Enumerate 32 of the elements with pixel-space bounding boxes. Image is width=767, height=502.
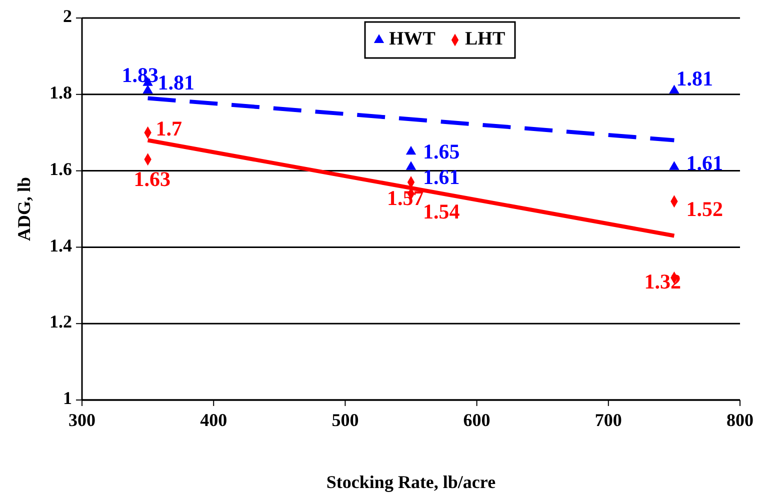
data-label: 1.65 bbox=[423, 140, 460, 164]
data-label: 1.61 bbox=[423, 164, 460, 189]
x-axis-title: Stocking Rate, lb/acre bbox=[326, 472, 496, 492]
point bbox=[669, 161, 680, 170]
y-tick-label: 1.4 bbox=[50, 235, 72, 256]
point bbox=[406, 146, 416, 155]
data-label: 1.63 bbox=[134, 167, 171, 192]
legend-label: HWT bbox=[389, 28, 436, 50]
data-label: 1.32 bbox=[644, 270, 681, 294]
y-tick-label: 1 bbox=[63, 388, 72, 408]
y-tick-label: 1.2 bbox=[50, 312, 72, 332]
point bbox=[142, 84, 153, 94]
data-label: 1.7 bbox=[156, 116, 182, 140]
x-tick-label: 700 bbox=[594, 410, 622, 430]
x-tick-label: 800 bbox=[726, 410, 754, 430]
x-tick-label: 600 bbox=[463, 410, 490, 430]
data-label: 1.61 bbox=[686, 150, 723, 175]
legend-label: LHT bbox=[465, 28, 506, 50]
y-tick-label: 2 bbox=[63, 6, 72, 26]
y-tick-label: 1.8 bbox=[50, 82, 72, 103]
point bbox=[406, 161, 416, 170]
data-label: 1.52 bbox=[686, 197, 723, 222]
x-tick-label: 400 bbox=[200, 410, 228, 430]
y-axis-title: ADG, lb bbox=[14, 176, 34, 242]
y-tick-label: 1.6 bbox=[50, 158, 72, 179]
data-label: 1.54 bbox=[423, 200, 460, 224]
point bbox=[669, 84, 680, 94]
data-label: 1.83 bbox=[122, 62, 159, 87]
data-label: 1.81 bbox=[158, 70, 195, 94]
x-tick-label: 500 bbox=[332, 410, 359, 430]
data-label: 1.81 bbox=[676, 66, 713, 90]
x-tick-label: 300 bbox=[68, 410, 96, 430]
